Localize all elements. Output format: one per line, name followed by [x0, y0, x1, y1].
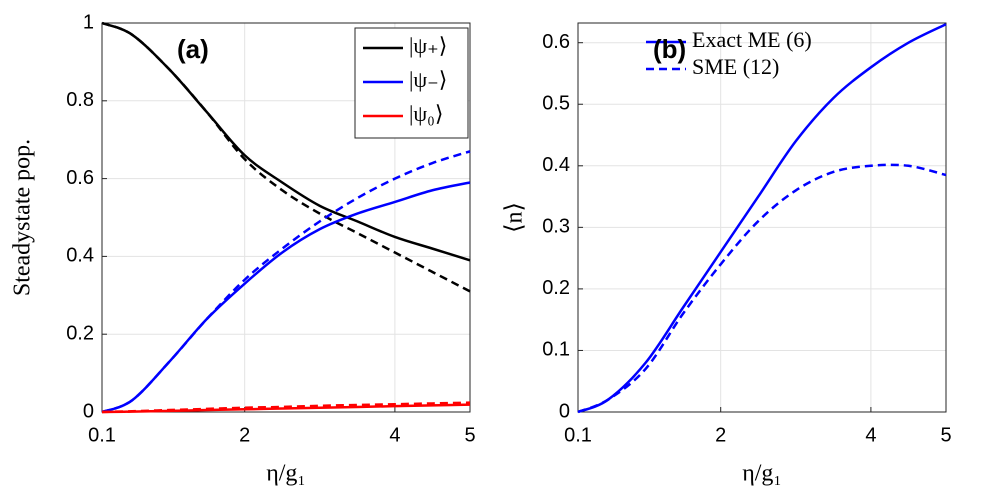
axes-box — [577, 22, 947, 413]
legend-label: |ψ₊⟩ — [409, 33, 447, 58]
y-axis-label: ⟨n⟩ — [502, 202, 528, 233]
y-tick-label: 0.6 — [66, 167, 94, 189]
series-line — [101, 21, 471, 293]
x-tick-label: 2 — [239, 424, 250, 446]
y-tick-label: 1 — [83, 11, 94, 33]
x-tick-label: 4 — [389, 424, 400, 446]
series-line — [101, 150, 471, 414]
x-tick-label: 0.1 — [88, 424, 116, 446]
y-tick-label: 0.2 — [542, 277, 570, 299]
panel: 0 0.2 0.4 0.6 0.8 1 0.1 2 4 5 |ψ₊⟩ |ψ₋⟩ |ψ₀⟩ (a) η/g₁ S… — [10, 11, 476, 486]
x-axis-label: η/g₁ — [266, 461, 306, 487]
y-tick-label: 0.4 — [542, 154, 570, 176]
panel-label: (b) — [653, 34, 686, 64]
series-line — [577, 23, 947, 414]
x-axis-label: η/g₁ — [742, 461, 782, 487]
y-tick-label: 0.4 — [66, 245, 94, 267]
x-tick-label: 0.1 — [564, 424, 592, 446]
y-tick-label: 0.6 — [542, 31, 570, 53]
x-tick-label: 5 — [940, 424, 951, 446]
series-line — [101, 181, 471, 414]
y-tick-label: 0 — [83, 400, 94, 422]
axes-box — [101, 22, 471, 413]
series-line — [577, 163, 947, 414]
x-tick-label: 5 — [464, 424, 475, 446]
legend-label: SME (12) — [692, 54, 779, 79]
x-tick-label: 2 — [715, 424, 726, 446]
y-tick-label: 0.1 — [542, 339, 570, 361]
y-axis-label: Steadystate pop. — [10, 139, 36, 296]
y-tick-label: 0.8 — [66, 89, 94, 111]
y-tick-label: 0.5 — [542, 93, 570, 115]
legend-label: |ψ₋⟩ — [409, 67, 447, 92]
y-tick-label: 0.2 — [66, 322, 94, 344]
legend-label: Exact ME (6) — [692, 27, 812, 52]
y-tick-label: 0.3 — [542, 216, 570, 238]
legend-label: |ψ₀⟩ — [409, 101, 443, 126]
panel-label: (a) — [177, 34, 209, 64]
x-tick-label: 4 — [865, 424, 876, 446]
series-line — [101, 401, 471, 414]
y-tick-label: 0 — [559, 400, 570, 422]
